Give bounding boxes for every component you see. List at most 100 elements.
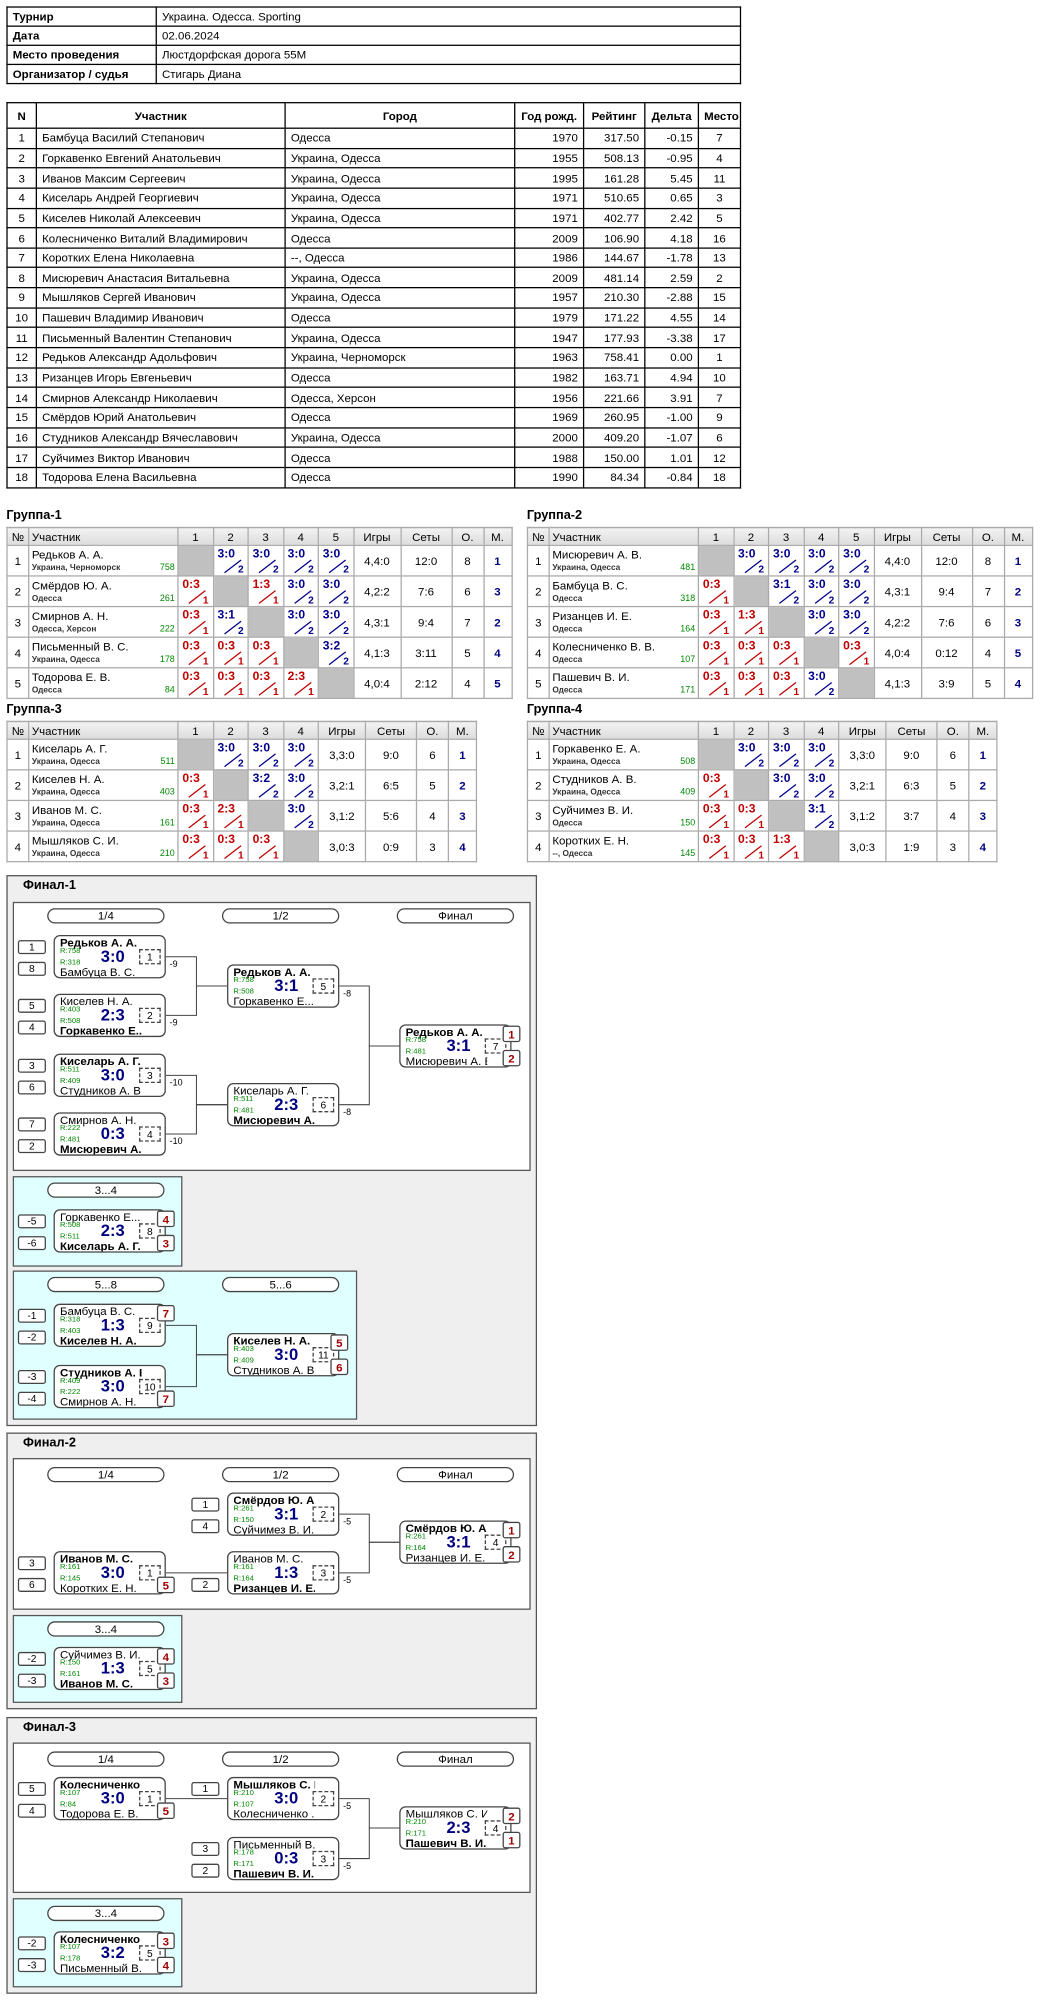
- match-number: 8: [139, 1223, 161, 1239]
- result: 0:3 1: [179, 669, 212, 697]
- result-points: 1: [758, 849, 765, 862]
- player-cell: 11: [697, 167, 742, 189]
- player-name: Редьков А. А.: [405, 1025, 483, 1039]
- result-points: 1: [723, 625, 730, 637]
- match-number: 6: [312, 1097, 335, 1113]
- group-player: Суйчимез В. И. Одесса 150: [548, 799, 700, 832]
- result-score: 0:3: [737, 639, 756, 654]
- players-table: N Участник Город Год рожд. Рейтинг Дельта Мест…: [6, 102, 742, 488]
- seed: -3: [17, 1958, 46, 1973]
- group-player: Ризанцев И. Е. Одесса 164: [548, 605, 700, 638]
- result-cell: [282, 830, 319, 863]
- group-points: 8: [450, 544, 485, 577]
- info-cell: Стигарь Диана: [155, 63, 742, 85]
- final-title: Финал-3: [22, 1720, 76, 1735]
- player-cell: Горкавенко Евгений Анатольевич: [35, 147, 286, 169]
- match-number: 11: [312, 1347, 335, 1363]
- slash: [779, 651, 797, 666]
- player-city: Одесса: [552, 685, 583, 695]
- header-cell: Дельта: [644, 102, 700, 129]
- score: 3:0: [100, 1788, 125, 1808]
- group-header: № Участник 1 2 3 4 5 Игры Сеты О. М.: [526, 526, 1033, 546]
- group-games: 3,0:3: [317, 830, 367, 863]
- result-slash: [293, 753, 311, 768]
- result-score: 1:3: [737, 608, 756, 623]
- group-row: 2 Смёрдов Ю. А. Одесса 261 0:3 1 1:3 1 3:0 2 3:0 2 4…: [6, 575, 513, 608]
- result-cell: 2:3 1: [212, 799, 249, 832]
- player-cell: Студников Александр Вячеславович: [35, 426, 286, 449]
- slash: [814, 783, 832, 798]
- result: 3:0 2: [320, 577, 353, 605]
- result-slash: [708, 651, 727, 666]
- group-player: Редьков А. А. Украина, Черноморск 758: [28, 544, 179, 577]
- result-score: 3:0: [217, 547, 236, 562]
- group-header: № Участник 1 2 3 4 5 Игры Сеты О. М.: [6, 526, 513, 546]
- group-number: 3: [526, 799, 550, 832]
- player-cell: Смирнов Александр Николаевич: [35, 386, 286, 409]
- round-label: Финал: [396, 1751, 515, 1767]
- result-points: 2: [343, 655, 349, 668]
- result-cell: 0:3 1: [177, 799, 214, 832]
- result: 0:3 1: [700, 832, 733, 860]
- player-cell: 1969: [514, 406, 585, 429]
- player-cell: 5: [6, 207, 37, 229]
- group-header-cell: 3: [247, 720, 284, 740]
- match-number: 2: [312, 1790, 335, 1807]
- group-games: 4,4:0: [873, 544, 922, 577]
- header-cell: Год рожд.: [514, 102, 585, 129]
- score: 2:3: [100, 1005, 125, 1025]
- player-sub: Одесса 261: [32, 593, 175, 604]
- slash: [258, 590, 276, 604]
- slash: [743, 651, 762, 666]
- player-cell: 5: [697, 207, 742, 229]
- score: 0:3: [100, 1123, 125, 1143]
- info-cell: Люстдорфская дорога 55М: [155, 44, 742, 66]
- result-score: 3:0: [808, 771, 826, 786]
- seed: 4: [17, 1020, 46, 1035]
- result-score: 3:0: [287, 771, 306, 786]
- result-score: 3:0: [808, 741, 826, 756]
- place: 2: [502, 1546, 521, 1563]
- seed: 3: [191, 1841, 220, 1857]
- player-row: 14 Смирнов Александр Николаевич Одесса, Хе…: [6, 386, 742, 409]
- result-points: 2: [793, 757, 800, 770]
- player-cell: 481.14: [582, 267, 646, 289]
- slash: [293, 753, 311, 768]
- result-slash: [849, 590, 867, 604]
- result: 3:1 2: [770, 577, 803, 605]
- result-score: 3:0: [252, 741, 271, 756]
- result-slash: [814, 783, 832, 798]
- result-points: 2: [828, 625, 835, 637]
- player-cell: 177.93: [582, 327, 646, 349]
- player-cell: 15: [697, 287, 742, 309]
- player-name: Пашевич В. И.: [233, 1867, 315, 1881]
- result-score: 0:3: [217, 832, 236, 848]
- result: 1:3 1: [249, 577, 282, 605]
- result-slash: [743, 651, 762, 666]
- result-points: 2: [828, 594, 835, 606]
- player-name: Смирнов А. Н.: [59, 1113, 137, 1127]
- player-cell: 1947: [514, 327, 585, 349]
- slash: [849, 590, 867, 604]
- result: 3:0 2: [284, 740, 317, 768]
- player-rating: 511: [160, 757, 175, 767]
- result-slash: [188, 590, 206, 604]
- group-place: 5: [1003, 636, 1033, 669]
- score: 3:0: [274, 1788, 299, 1808]
- result-slash: [223, 814, 241, 829]
- group-header-cell: 5: [317, 526, 354, 546]
- player-sub: Украина, Одесса 409: [552, 786, 695, 797]
- group-header-cell: 5: [838, 526, 875, 546]
- result-cell: 3:0 2: [767, 738, 805, 771]
- group-header-cell: 1: [697, 720, 735, 740]
- player-cell: 10: [6, 307, 37, 329]
- result: 0:3 1: [700, 771, 733, 799]
- group-games: 4,1:3: [873, 667, 922, 700]
- player-cell: Суйчимез Виктор Иванович: [35, 446, 286, 468]
- player-city: --, Одесса: [552, 848, 593, 858]
- player-sub: Украина, Черноморск 758: [32, 562, 175, 573]
- result-score: 0:3: [252, 669, 271, 684]
- player-row: 11 Письменный Валентин Степанович Украина,…: [6, 327, 742, 349]
- player-cell: Украина, Одесса: [284, 187, 516, 209]
- player-rating: R:511: [233, 1095, 254, 1104]
